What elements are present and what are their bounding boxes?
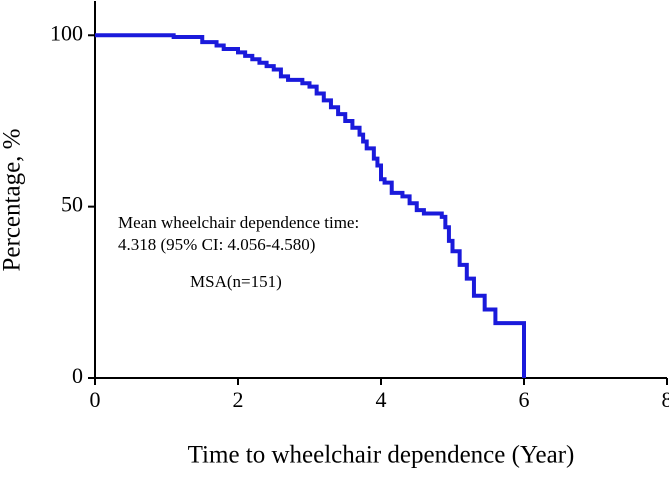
y-tick-label: 0 [72, 363, 83, 388]
x-tick-label: 4 [376, 387, 387, 412]
annotation: Mean wheelchair dependence time: [118, 213, 359, 232]
x-axis-label: Time to wheelchair dependence (Year) [188, 442, 575, 469]
x-tick-label: 8 [662, 387, 669, 412]
survival-curve [95, 35, 524, 378]
annotation: 4.318 (95% CI: 4.056-4.580) [118, 235, 315, 254]
x-tick-label: 6 [519, 387, 530, 412]
annotation: MSA(n=151) [190, 272, 282, 291]
y-tick-label: 100 [50, 20, 83, 45]
x-tick-label: 0 [90, 387, 101, 412]
y-axis-label: Percentage, % [0, 129, 26, 272]
y-tick-label: 50 [61, 192, 83, 217]
x-tick-label: 2 [233, 387, 244, 412]
